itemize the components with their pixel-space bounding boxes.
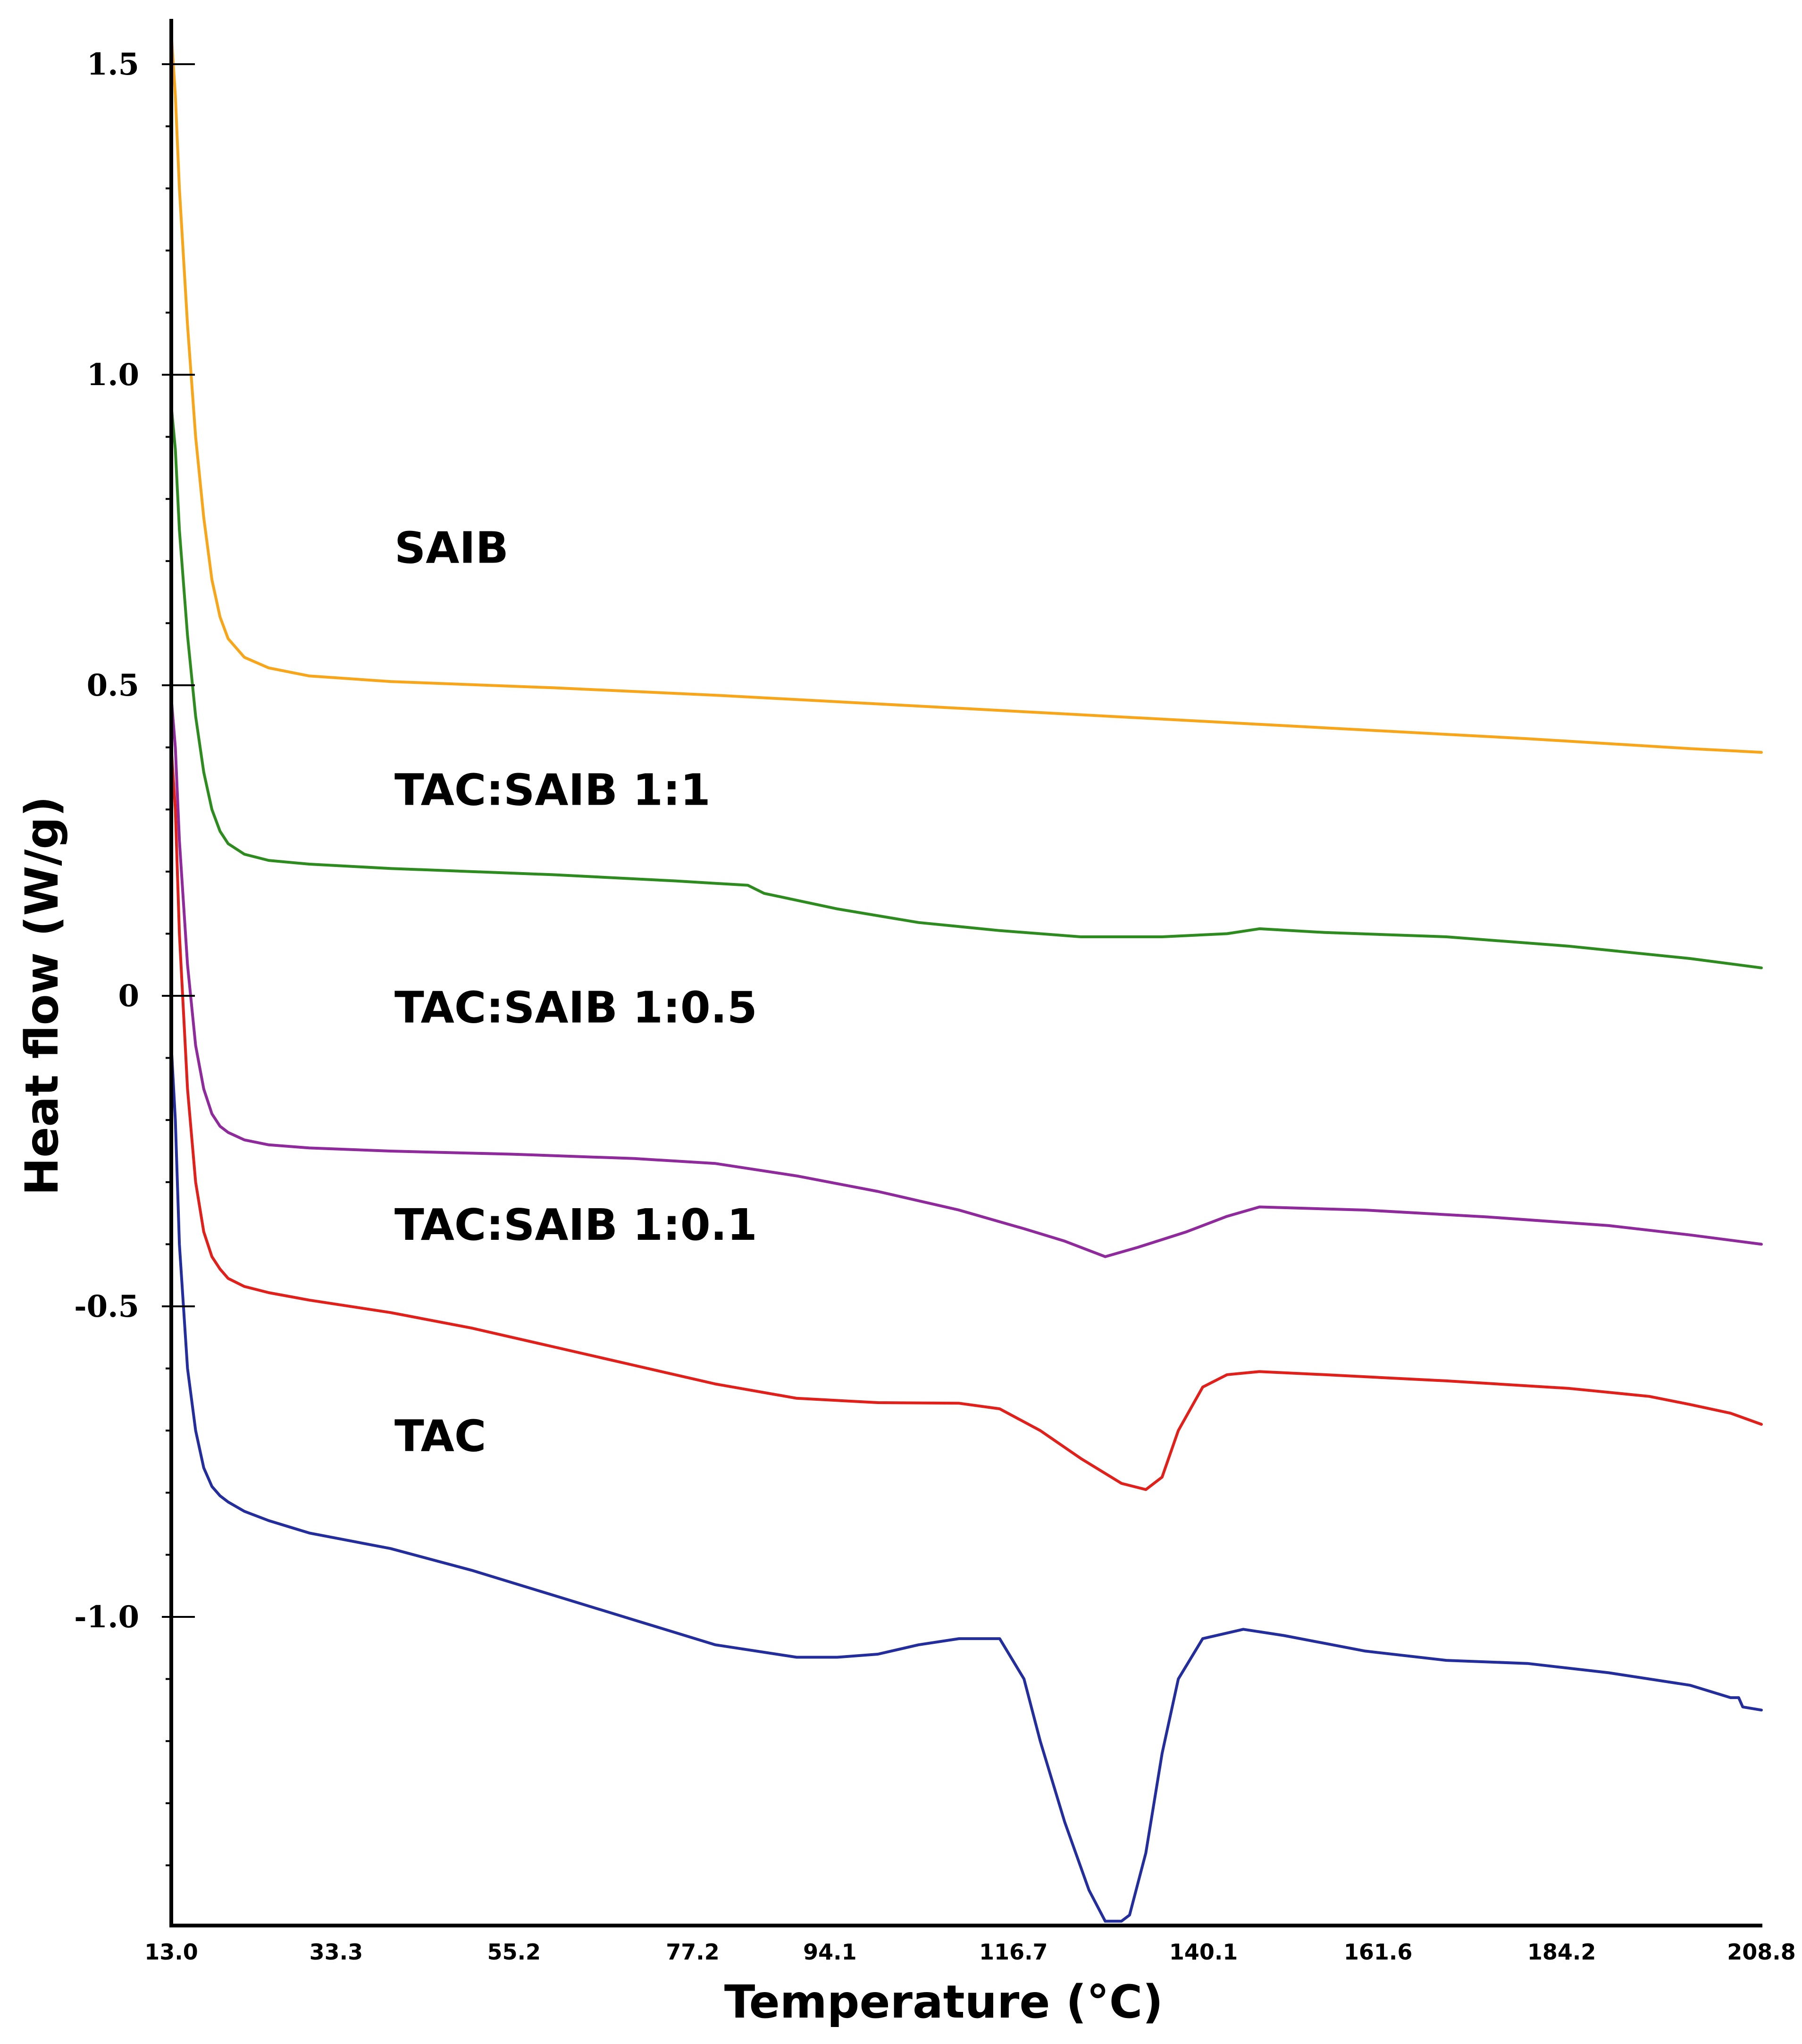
series-label: TAC:SAIB 1:0.1	[394, 1200, 757, 1250]
series-label: TAC:SAIB 1:0.5	[394, 982, 757, 1033]
x-tick-label: 13.0	[144, 1939, 198, 1965]
x-tick-label: 33.3	[310, 1939, 363, 1965]
x-tick-label: 161.6	[1344, 1939, 1413, 1965]
x-tick-label: 55.2	[487, 1939, 541, 1965]
x-tick-label: 184.2	[1527, 1939, 1596, 1965]
series-label: TAC:SAIB 1:1	[394, 765, 711, 816]
y-axis-title: Heat flow (W/g)	[16, 796, 68, 1195]
x-tick-label: 77.2	[666, 1939, 720, 1965]
x-tick-label: 140.1	[1169, 1939, 1238, 1965]
x-axis-title: Temperature (°C)	[724, 1976, 1163, 2028]
series-line-tac-saib-1-0-1	[170, 746, 1763, 1491]
series-line-tac	[170, 1044, 1763, 1923]
series-line-saib	[170, 32, 1763, 754]
y-tick-label: -1.0	[74, 1599, 139, 1635]
series-line-tac-saib-1-0-5	[170, 696, 1763, 1258]
y-tick-label: 0	[118, 978, 139, 1014]
ticks-layer: 1.5 1.0 0.5 0 -0.5 -1.0 13.0 33.3 55.2 77.2 94.1 11…	[74, 47, 1796, 1965]
labels-layer: SAIB TAC:SAIB 1:1 TAC:SAIB 1:0.5 TAC:SAIB 1…	[394, 522, 757, 1461]
x-tick-label: 94.1	[803, 1939, 857, 1965]
series-label: TAC	[394, 1411, 486, 1461]
y-tick-label: 1.5	[87, 47, 139, 82]
series-line-tac-saib-1-1	[170, 404, 1763, 969]
axes-layer	[169, 19, 1762, 1927]
series-label: SAIB	[394, 522, 509, 573]
series-layer	[170, 32, 1763, 1923]
x-tick-label: 116.7	[979, 1939, 1048, 1965]
y-tick-label: -0.5	[74, 1289, 139, 1324]
y-tick-label: 1.0	[87, 357, 139, 393]
y-tick-label: 0.5	[87, 668, 139, 703]
x-tick-label: 208.8	[1727, 1939, 1796, 1965]
